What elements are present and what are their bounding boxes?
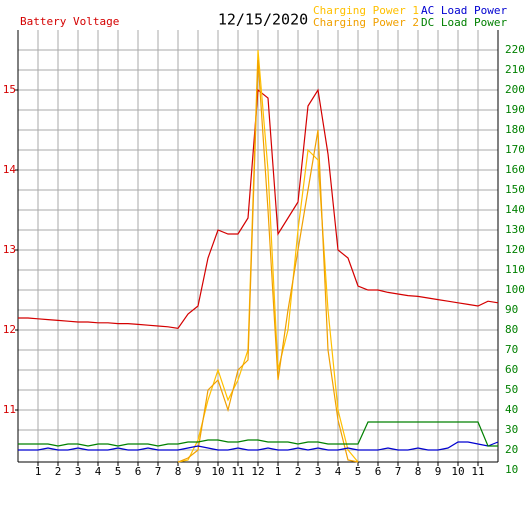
x-tick-label: 4 [95, 465, 102, 478]
y-axis-label: Battery Voltage [20, 15, 119, 28]
x-tick-label: 3 [315, 465, 322, 478]
x-tick-label: 8 [415, 465, 422, 478]
y2-tick-label: 160 [505, 163, 525, 176]
y2-tick-label: 120 [505, 243, 525, 256]
series-line [18, 421, 498, 447]
y2-tick-label: 20 [505, 443, 518, 456]
y2-tick-label: 190 [505, 103, 525, 116]
series-line [177, 59, 359, 463]
y2-tick-label: 220 [505, 43, 525, 56]
series-line [18, 441, 499, 451]
x-tick-label: 3 [75, 465, 82, 478]
x-tick-label: 2 [55, 465, 62, 478]
y2-tick-label: 70 [505, 343, 518, 356]
legend-entry: AC Load Power [421, 4, 507, 17]
legend-entry: DC Load Power [421, 16, 507, 29]
x-tick-label: 2 [295, 465, 302, 478]
y2-tick-label: 80 [505, 323, 518, 336]
y-tick-label: 12 [3, 323, 16, 336]
x-tick-label: 10 [211, 465, 224, 478]
x-tick-label: 6 [135, 465, 142, 478]
x-tick-label: 5 [355, 465, 362, 478]
x-tick-label: 11 [471, 465, 484, 478]
series-line [18, 88, 499, 330]
x-tick-label: 7 [155, 465, 162, 478]
series-line [177, 49, 359, 463]
y2-tick-label: 130 [505, 223, 525, 236]
chart-title: 12/15/2020 [218, 11, 308, 29]
x-tick-label: 1 [35, 465, 42, 478]
y-tick-label: 15 [3, 83, 16, 96]
y-tick-label: 13 [3, 243, 16, 256]
y2-tick-label: 150 [505, 183, 525, 196]
x-tick-label: 8 [175, 465, 182, 478]
x-tick-label: 7 [395, 465, 402, 478]
y2-tick-label: 140 [505, 203, 525, 216]
x-tick-label: 11 [231, 465, 244, 478]
y2-tick-label: 110 [505, 263, 525, 276]
y2-tick-label: 60 [505, 363, 518, 376]
x-tick-label: 6 [375, 465, 382, 478]
y2-tick-label: 30 [505, 423, 518, 436]
y-tick-label: 11 [3, 403, 16, 416]
x-tick-label: 4 [335, 465, 342, 478]
y-tick-label: 14 [3, 163, 17, 176]
y2-tick-label: 50 [505, 383, 518, 396]
y2-tick-label: 90 [505, 303, 518, 316]
x-tick-label: 10 [451, 465, 464, 478]
legend-entry: Charging Power 1 [313, 4, 419, 17]
y2-tick-label: 180 [505, 123, 525, 136]
y2-tick-label: 210 [505, 63, 525, 76]
y2-tick-label: 10 [505, 463, 518, 476]
y2-tick-label: 100 [505, 283, 525, 296]
x-tick-label: 5 [115, 465, 122, 478]
x-tick-label: 9 [435, 465, 442, 478]
x-tick-label: 1 [275, 465, 282, 478]
y2-tick-label: 200 [505, 83, 525, 96]
x-tick-label: 12 [251, 465, 264, 478]
x-tick-label: 9 [195, 465, 202, 478]
y2-tick-label: 170 [505, 143, 525, 156]
legend-entry: Charging Power 2 [313, 16, 419, 29]
y2-tick-label: 40 [505, 403, 518, 416]
